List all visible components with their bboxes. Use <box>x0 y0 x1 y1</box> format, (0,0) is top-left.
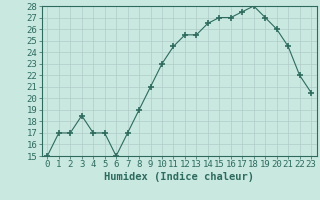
X-axis label: Humidex (Indice chaleur): Humidex (Indice chaleur) <box>104 172 254 182</box>
